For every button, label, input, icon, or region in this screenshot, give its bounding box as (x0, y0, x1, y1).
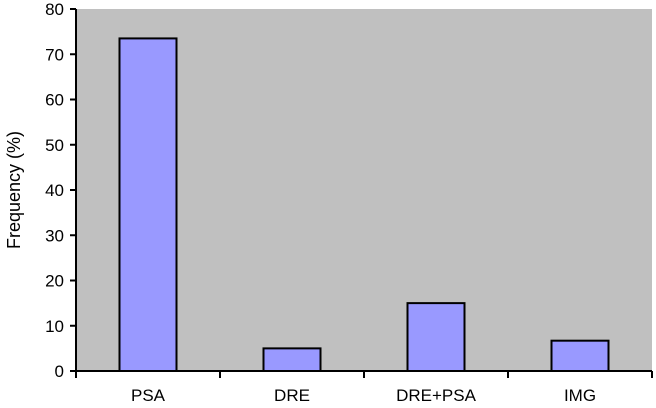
x-tick-label: PSA (131, 386, 166, 405)
x-tick-label: DRE (274, 386, 310, 405)
y-tick-label: 60 (45, 91, 64, 110)
x-tick-label: IMG (564, 386, 596, 405)
bar-img (550, 339, 610, 372)
y-tick-label: 0 (55, 362, 64, 381)
y-tick-label: 20 (45, 272, 64, 291)
y-axis-title: Frequency (%) (4, 131, 24, 249)
y-tick-label: 30 (45, 226, 64, 245)
y-tick-label: 50 (45, 136, 64, 155)
bars-group (118, 37, 610, 372)
y-ticks-group: 0 10 20 30 40 50 60 70 80 (45, 0, 76, 381)
y-tick-label: 70 (45, 45, 64, 64)
x-ticks-group: PSA DRE DRE+PSA IMG (75, 371, 653, 405)
x-tick-label: DRE+PSA (396, 386, 476, 405)
bar-dre-psa (406, 302, 466, 372)
y-tick-label: 80 (45, 0, 64, 19)
bar-dre (262, 347, 322, 372)
bar-psa (118, 37, 178, 372)
y-tick-label: 40 (45, 181, 64, 200)
y-tick-label: 10 (45, 317, 64, 336)
